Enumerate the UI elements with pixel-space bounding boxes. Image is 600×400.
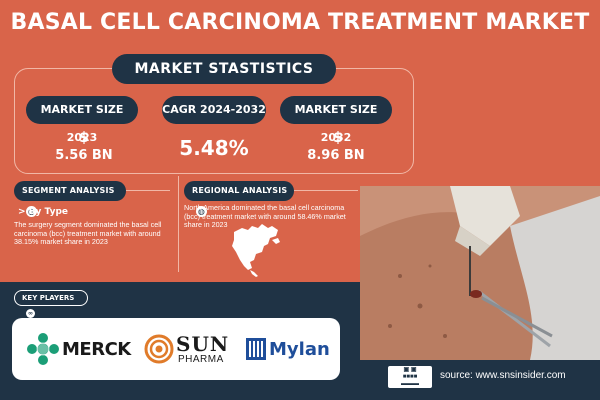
segment-subheading: > By Type (18, 207, 69, 217)
sun-pharma-logo-icon (144, 334, 174, 364)
stat-label-cagr: CAGR 2024-2032 (162, 96, 266, 124)
stat-value-2023: 5.56 BN (55, 148, 113, 163)
mylan-logo-text: Mylan (269, 339, 330, 360)
divider (178, 176, 180, 272)
merck-logo-icon (27, 333, 59, 365)
merck-logo-text: MERCK (62, 339, 131, 360)
skin-procedure-photo (360, 186, 600, 360)
sun-logo-text: SUN (176, 332, 230, 356)
divider (126, 190, 170, 192)
stat-value-2032: 8.96 BN (307, 148, 365, 163)
stats-heading: MARKET STASTISTICS (112, 54, 336, 84)
stat-label-market-size-2023: MARKET SIZE 2023 (26, 96, 138, 144)
source-text: source: www.snsinsider.com (440, 370, 566, 381)
key-players-heading: KEY PLAYERS∞ (14, 290, 88, 318)
photo-illustration (360, 186, 600, 360)
stat-prefix-2023: $ (79, 130, 89, 146)
pharma-logo-text: PHARMA (178, 354, 224, 365)
stat-label-market-size-2032: MARKET SIZE 2032 (280, 96, 392, 144)
stat-prefix-2032: $ (333, 130, 343, 146)
stat-value-cagr: 5.48% (179, 136, 249, 160)
north-america-map-icon (232, 224, 280, 277)
page-title: BASAL CELL CARCINOMA TREATMENT MARKET (10, 10, 590, 35)
globe-icon: ◍ (196, 206, 207, 217)
segment-text: The surgery segment dominated the basal … (14, 220, 162, 247)
globe-icon: ◍ (26, 206, 37, 217)
key-players-logos (12, 318, 340, 380)
segment-analysis-heading: SEGMENT ANALYSIS◍ (14, 181, 126, 217)
regional-text: North America dominated the basal cell c… (184, 203, 346, 230)
sns-insider-logo-icon: ▣ ▣ ■■■■ ▬▬▬ (388, 366, 432, 388)
mylan-logo-icon (246, 338, 266, 360)
divider (294, 190, 358, 192)
regional-analysis-heading: REGIONAL ANALYSIS◍ (184, 181, 294, 217)
link-icon: ∞ (26, 309, 35, 318)
